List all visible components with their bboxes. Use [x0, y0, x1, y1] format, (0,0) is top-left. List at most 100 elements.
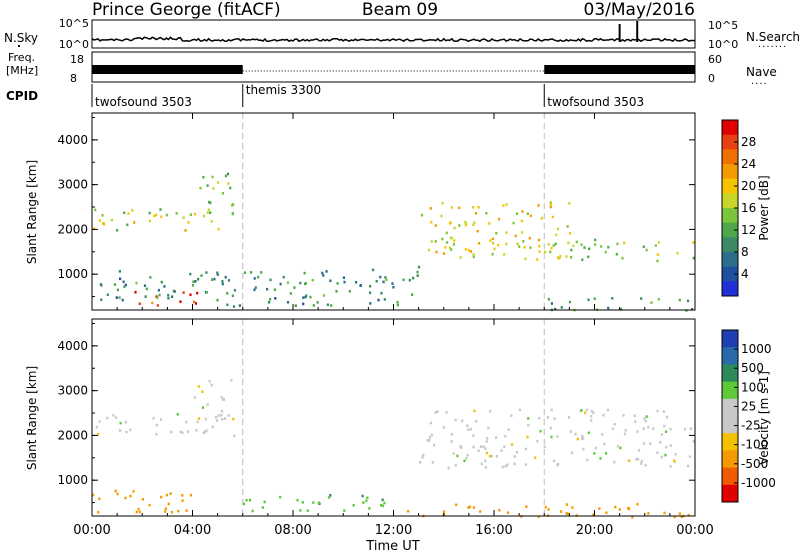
echo-cell [538, 244, 541, 248]
echo-cell [243, 271, 246, 274]
echo-cell [580, 409, 583, 412]
colorbar-swatch [722, 178, 738, 194]
echo-cell [469, 250, 472, 253]
echo-cell [167, 502, 170, 506]
echo-cell [210, 383, 213, 387]
freq-trace [92, 65, 695, 74]
echo-cell [204, 430, 207, 434]
echo-cell [484, 459, 487, 463]
echo-cell [106, 416, 109, 420]
echo-cell [119, 277, 122, 281]
echo-cell [453, 226, 456, 230]
echo-cell [197, 385, 200, 388]
echo-cell [293, 286, 296, 289]
echo-cell [536, 258, 539, 261]
echo-cell [122, 280, 125, 284]
echo-cell [634, 420, 637, 423]
date-title: 03/May/2016 [584, 0, 696, 20]
echo-cell [160, 495, 163, 499]
echo-cell [160, 215, 163, 218]
echo-cell [515, 212, 519, 215]
echo-cell [472, 205, 475, 209]
velocity-ylabel: Slant Range [km] [25, 366, 39, 470]
echo-region [193, 379, 233, 421]
echo-cell [124, 420, 127, 424]
echo-region [95, 413, 236, 438]
echo-cell [359, 284, 362, 287]
echo-cell [585, 408, 589, 412]
echo-cell [537, 204, 540, 207]
echo-cell [576, 437, 579, 441]
echo-cell [472, 434, 475, 437]
echo-cell [118, 429, 122, 432]
echo-cell [95, 426, 98, 429]
echo-cell [588, 247, 591, 251]
echo-cell [454, 418, 457, 422]
freq-band [544, 65, 695, 74]
echo-cell [523, 246, 526, 249]
echo-cell [568, 416, 571, 419]
echo-cell [98, 420, 101, 423]
echo-cell [343, 509, 346, 512]
echo-cell [594, 238, 597, 242]
echo-cell [306, 509, 309, 512]
echo-cell [570, 256, 573, 259]
echo-cell [488, 454, 492, 458]
echo-cell [165, 493, 168, 497]
echo-cell [484, 447, 487, 450]
echo-cell [407, 509, 410, 513]
echo-cell [119, 421, 122, 425]
echo-cell [116, 288, 119, 292]
echo-cell [193, 212, 197, 216]
echo-cell [121, 298, 124, 302]
x-axis-ticks: 00:00 04:00 08:00 12:00 16:00 20:00 00:00 [73, 113, 714, 538]
echo-cell [138, 302, 141, 305]
echo-cell [269, 278, 272, 282]
echo-cell [474, 212, 478, 215]
echo-cell [207, 208, 210, 211]
echo-cell [182, 216, 185, 219]
echo-cell [212, 187, 215, 190]
echo-cell [518, 245, 521, 248]
colorbar-frame [721, 329, 739, 503]
echo-cell [411, 293, 414, 296]
echo-cell [440, 214, 443, 218]
echo-cell [123, 285, 126, 289]
echo-cell [467, 248, 470, 252]
echo-cell [623, 432, 626, 436]
echo-cell [430, 240, 433, 243]
echo-cell [274, 297, 277, 300]
power-panel-frame [91, 112, 696, 311]
echo-cell [220, 396, 223, 399]
echo-cell [254, 286, 257, 289]
echo-cell [181, 494, 184, 497]
echo-cell [260, 271, 263, 274]
echo-cell [522, 240, 525, 243]
echo-cell [329, 494, 332, 497]
echo-cell [369, 302, 372, 305]
noise-left-tick-top: 10^5 [59, 17, 89, 30]
freq-left-tick-top: 18 [70, 53, 84, 66]
colorbar-tick-label: 16 [741, 201, 756, 215]
echo-cell [152, 416, 155, 420]
echo-cell [129, 494, 132, 498]
echo-cell [571, 506, 574, 509]
colorbar-swatch [722, 467, 738, 486]
echo-cell [316, 301, 319, 304]
echo-cell [98, 497, 101, 501]
echo-cell [478, 242, 481, 245]
echo-cell [382, 280, 385, 284]
echo-cell [485, 451, 488, 455]
echo-cell [447, 466, 450, 470]
colorbar-swatch [722, 433, 738, 451]
echo-cell [631, 515, 634, 519]
echo-cell [309, 295, 312, 299]
echo-cell [669, 427, 672, 431]
echo-cell [326, 303, 329, 307]
echo-cell [498, 217, 501, 221]
echo-cell [567, 241, 570, 245]
echo-cell [606, 408, 610, 412]
colorbar-tick-label: 100 [741, 380, 764, 394]
